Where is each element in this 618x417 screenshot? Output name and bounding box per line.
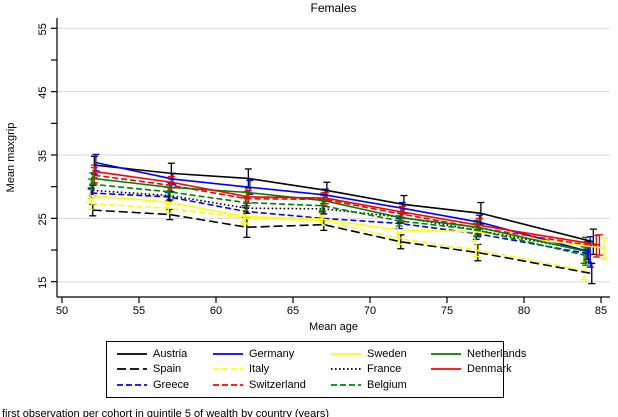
legend-line-sample-switzerland [213,383,243,386]
x-tick-label: 65 [287,305,299,317]
x-tick-label: 75 [441,305,453,317]
x-axis-title: Mean age [309,321,358,333]
legend-label-germany: Germany [249,347,295,360]
legend-item-france: France [331,363,431,375]
x-tick-label: 85 [595,305,607,317]
y-tick-label: 55 [37,23,49,35]
legend-label-greece: Greece [153,378,190,391]
legend-item-germany: Germany [213,348,331,360]
plot-area: 15 25 35 45 55 50 55 60 65 70 75 80 85 Mean maxgrip Me… [5,18,610,333]
legend-label-spain: Spain [153,363,182,376]
legend-item-netherlands: Netherlands [431,348,526,360]
legend-label-belgium: Belgium [367,378,407,391]
y-tick-label: 45 [37,87,49,99]
y-tick-label: 15 [37,277,49,289]
x-tick-label: 80 [518,305,530,317]
legend-line-sample-denmark [431,368,461,371]
legend-line-sample-greece [117,383,147,386]
legend-item-denmark: Denmark [431,363,526,375]
series-line-belgium [91,183,585,256]
legend: Austria Spain Greece Germany Italy Switzerlan… [106,341,526,398]
legend-line-sample-spain [117,368,147,371]
legend-item-sweden: Sweden [331,348,431,360]
legend-line-sample-austria [117,352,147,355]
legend-item-spain: Spain [117,363,213,375]
series-line-denmark [94,170,600,246]
x-tick-label: 50 [56,305,68,317]
legend-label-netherlands: Netherlands [467,347,527,360]
legend-line-sample-belgium [331,383,361,386]
legend-line-sample-netherlands [431,352,461,355]
legend-label-sweden: Sweden [367,347,407,360]
legend-label-denmark: Denmark [467,363,512,376]
x-tick-label: 55 [133,305,145,317]
caption-partial: first observation per cohort in quintile… [2,408,330,417]
x-tick-label: 70 [364,305,376,317]
legend-item-greece: Greece [117,379,213,391]
x-tick-label: 60 [210,305,222,317]
series-line-italy [91,202,585,272]
series-line-germany [95,161,591,253]
legend-label-switzerland: Switzerland [249,378,306,391]
legend-item-switzerland: Switzerland [213,379,331,391]
legend-line-sample-france [331,368,361,371]
series-line-netherlands [92,177,586,253]
legend-line-sample-italy [213,368,243,371]
legend-label-italy: Italy [249,363,270,376]
legend-label-france: France [367,363,402,376]
series-line-austria [94,164,594,243]
legend-item-austria: Austria [117,348,213,360]
series-line-sweden [89,194,605,249]
y-axis-title: Mean maxgrip [5,123,17,193]
series-line-greece [91,192,589,255]
legend-item-belgium: Belgium [331,379,431,391]
chart-title: Females [310,1,357,15]
y-tick-label: 35 [37,150,49,162]
legend-line-sample-sweden [331,352,361,355]
series-line-france [92,189,588,252]
y-tick-label: 25 [37,213,49,225]
legend-item-italy: Italy [213,363,331,375]
legend-label-austria: Austria [153,347,188,360]
legend-line-sample-germany [213,352,243,355]
